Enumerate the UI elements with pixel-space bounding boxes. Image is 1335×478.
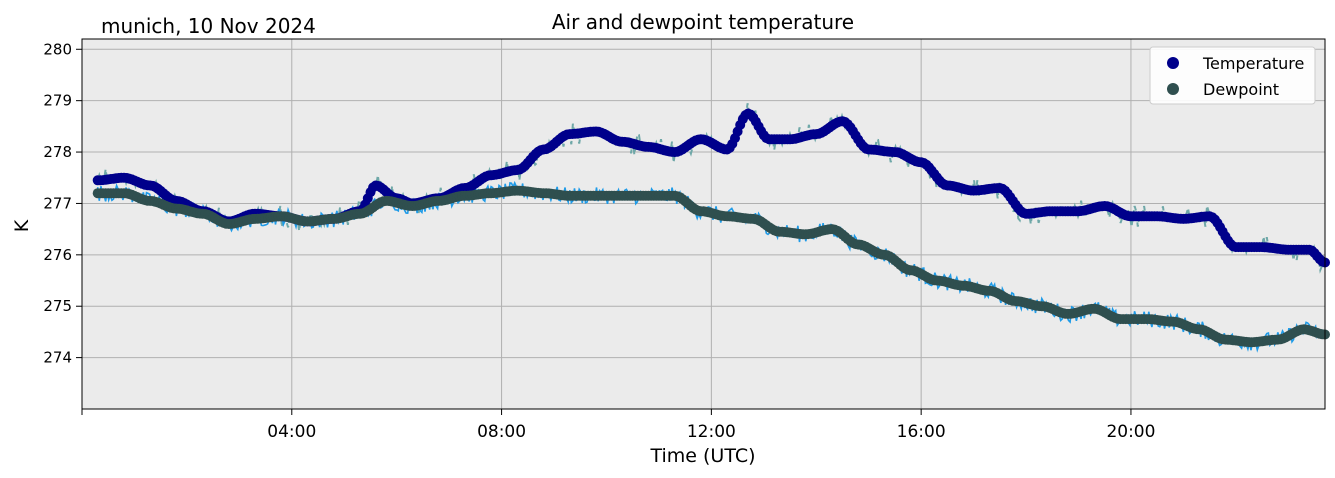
plot-frame bbox=[81, 38, 1326, 410]
legend-marker-dewpoint bbox=[1167, 83, 1179, 95]
y-tick-label: 274 bbox=[43, 349, 72, 367]
x-axis-label: Time (UTC) bbox=[649, 445, 755, 467]
chart-title: Air and dewpoint temperature bbox=[552, 10, 854, 34]
y-axis-label: K bbox=[11, 219, 33, 232]
legend-label-temperature: Temperature bbox=[1202, 54, 1304, 73]
y-tick-label: 275 bbox=[43, 297, 72, 315]
y-tick-label: 276 bbox=[43, 246, 72, 264]
grid bbox=[82, 39, 1325, 409]
x-tick-label: 16:00 bbox=[897, 422, 946, 442]
subtitle: munich, 10 Nov 2024 bbox=[101, 14, 316, 38]
x-tick-label: 12:00 bbox=[687, 422, 736, 442]
y-tick-label: 279 bbox=[43, 92, 72, 110]
dewpoint-series bbox=[92, 185, 1330, 348]
axes: 04:00 08:00 12:00 16:00 20:00 274 275 276 277 278… bbox=[43, 40, 1155, 442]
x-tick-label: 20:00 bbox=[1106, 422, 1155, 442]
smoothed-data-layer bbox=[92, 108, 1330, 348]
legend-marker-temperature bbox=[1167, 57, 1179, 69]
legend-label-dewpoint: Dewpoint bbox=[1203, 80, 1279, 99]
y-tick-label: 280 bbox=[43, 40, 72, 58]
x-tick-label: 04:00 bbox=[267, 422, 316, 442]
x-tick-label: 08:00 bbox=[477, 422, 526, 442]
y-tick-label: 277 bbox=[43, 194, 72, 212]
legend-box bbox=[1149, 46, 1316, 105]
y-tick-label: 278 bbox=[43, 143, 72, 161]
legend: Temperature Dewpoint bbox=[1149, 46, 1316, 105]
